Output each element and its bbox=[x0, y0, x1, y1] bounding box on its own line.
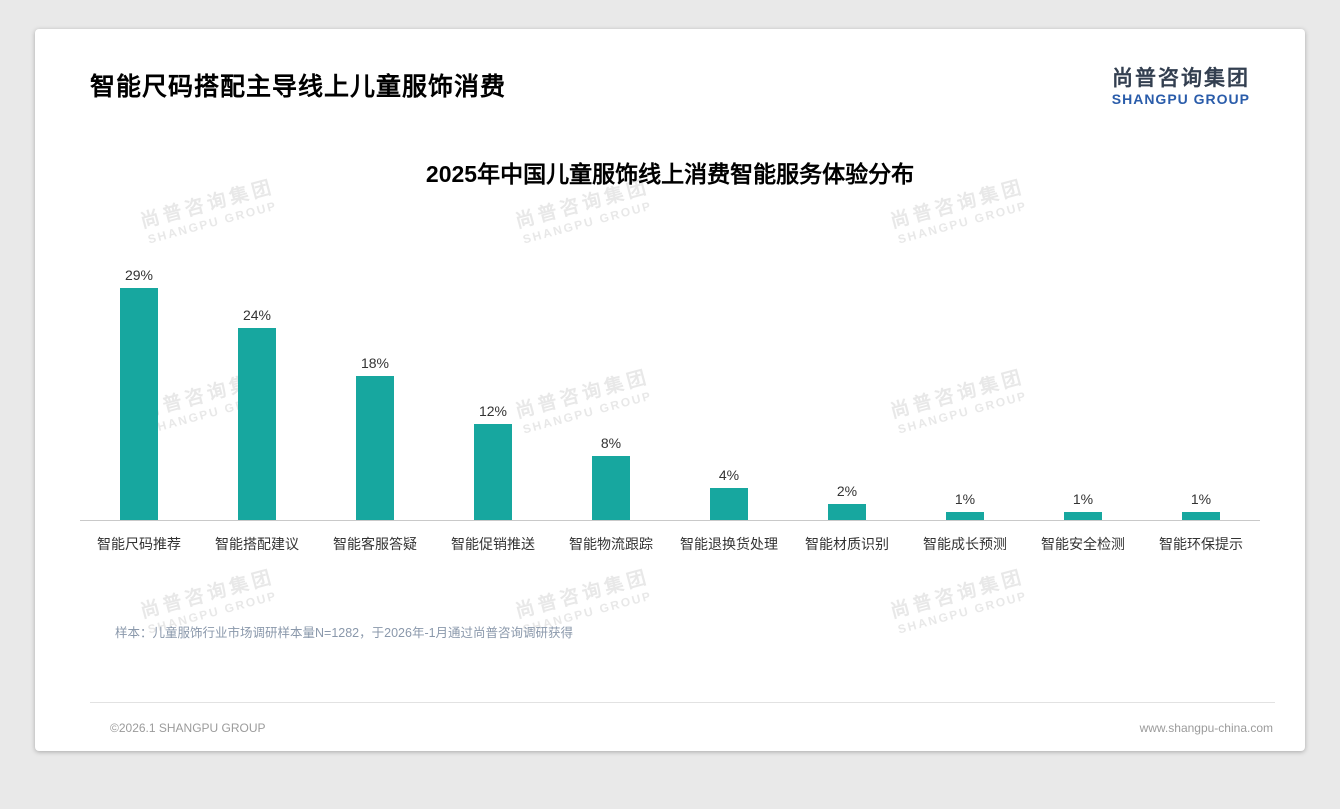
header: 智能尺码搭配主导线上儿童服饰消费 尚普咨询集团 SHANGPU GROUP bbox=[35, 29, 1305, 107]
bar-value-label: 2% bbox=[836, 483, 858, 500]
bar-column: 4% bbox=[670, 467, 788, 521]
bar bbox=[356, 376, 394, 521]
category-axis: 智能尺码推荐 智能搭配建议 智能客服答疑 智能促销推送 智能物流跟踪 智能退换货处理 智能材… bbox=[80, 521, 1260, 554]
bar-value-label: 1% bbox=[1190, 491, 1212, 508]
website-text: www.shangpu-china.com bbox=[1139, 721, 1273, 735]
bar-column: 1% bbox=[1142, 491, 1260, 521]
page-title: 智能尺码搭配主导线上儿童服饰消费 bbox=[90, 73, 507, 101]
bar bbox=[120, 288, 158, 521]
chart-title: 2025年中国儿童服饰线上消费智能服务体验分布 bbox=[425, 161, 915, 188]
bar bbox=[238, 328, 276, 521]
bar-column: 18% bbox=[316, 355, 434, 521]
bar-column: 2% bbox=[788, 483, 906, 521]
bar bbox=[474, 424, 512, 521]
bar-value-label: 12% bbox=[478, 403, 508, 420]
copyright-text: ©2026.1 SHANGPU GROUP bbox=[110, 721, 266, 735]
category-label: 智能客服答疑 bbox=[333, 536, 417, 553]
bar-value-label: 1% bbox=[954, 491, 976, 508]
category-label: 智能环保提示 bbox=[1159, 536, 1243, 553]
logo-chinese-text: 尚普咨询集团 bbox=[1112, 67, 1250, 90]
bar bbox=[710, 488, 748, 521]
bar-value-label: 18% bbox=[360, 355, 390, 372]
bar-value-label: 24% bbox=[242, 307, 272, 324]
category-label: 智能退换货处理 bbox=[680, 536, 778, 553]
bar bbox=[828, 504, 866, 521]
slide-card: 尚普咨询集团 SHANGPU GROUP 尚普咨询集团 SHANGPU GROUP 尚普… bbox=[35, 29, 1305, 751]
category-label: 智能搭配建议 bbox=[215, 536, 299, 553]
logo: 尚普咨询集团 SHANGPU GROUP bbox=[1112, 67, 1250, 107]
sample-note: 样本：儿童服饰行业市场调研样本量N=1282，于2026年-1月通过尚普咨询调研… bbox=[115, 626, 574, 641]
bar-value-label: 1% bbox=[1072, 491, 1094, 508]
category-label: 智能促销推送 bbox=[451, 536, 535, 553]
footer-divider bbox=[90, 702, 1275, 703]
category-label: 智能物流跟踪 bbox=[569, 536, 653, 553]
bar-column: 1% bbox=[906, 491, 1024, 521]
bar-column: 29% bbox=[80, 267, 198, 521]
bar bbox=[592, 456, 630, 521]
category-label: 智能材质识别 bbox=[805, 536, 889, 553]
bar-plot-area: 29% 24% 18% 12% 8% 4% 2% 1% 1% 1% bbox=[80, 251, 1260, 522]
bar-column: 1% bbox=[1024, 491, 1142, 521]
footer: ©2026.1 SHANGPU GROUP www.shangpu-china.… bbox=[35, 721, 1305, 735]
bar-value-label: 29% bbox=[124, 267, 154, 284]
bar-column: 24% bbox=[198, 307, 316, 521]
category-label: 智能安全检测 bbox=[1041, 536, 1125, 553]
bar-chart: 29% 24% 18% 12% 8% 4% 2% 1% 1% 1% 智能尺码推荐 智能搭配建议 智能客… bbox=[80, 251, 1260, 554]
bar bbox=[1064, 512, 1102, 521]
category-label: 智能成长预测 bbox=[923, 536, 1007, 553]
bar-value-label: 8% bbox=[600, 435, 622, 452]
bar-column: 8% bbox=[552, 435, 670, 521]
logo-english-text: SHANGPU GROUP bbox=[1111, 91, 1250, 108]
bar bbox=[946, 512, 984, 521]
bar bbox=[1182, 512, 1220, 521]
category-label: 智能尺码推荐 bbox=[97, 536, 181, 553]
bar-value-label: 4% bbox=[718, 467, 740, 484]
bar-column: 12% bbox=[434, 403, 552, 521]
